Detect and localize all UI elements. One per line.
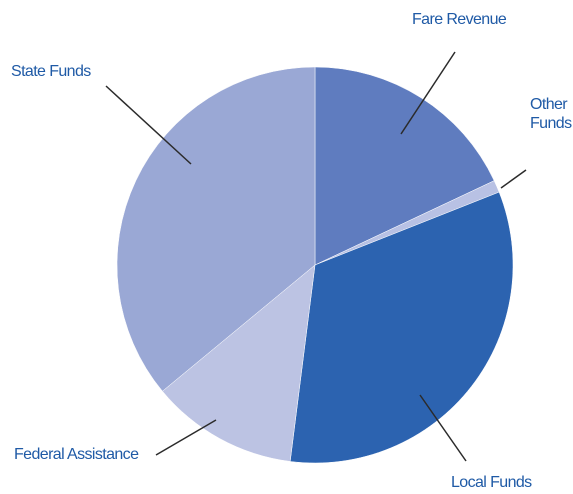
leader-line <box>105 85 192 165</box>
slice-label: Federal Assistance <box>14 446 139 463</box>
pie-slice <box>116 66 316 392</box>
slice-label: State Funds <box>11 63 91 80</box>
slice-label: Fare Revenue <box>412 11 507 28</box>
leader-line <box>400 51 456 135</box>
leader-line <box>500 169 527 189</box>
pie-slice <box>289 191 514 464</box>
leader-lines <box>105 51 527 462</box>
pie-slice <box>162 264 316 462</box>
pie-slice <box>314 66 495 266</box>
slice-label: Other Funds <box>530 96 572 132</box>
slices <box>116 66 514 464</box>
slice-label: Local Funds <box>451 474 532 491</box>
leader-line <box>419 394 467 462</box>
leader-line <box>155 419 217 456</box>
